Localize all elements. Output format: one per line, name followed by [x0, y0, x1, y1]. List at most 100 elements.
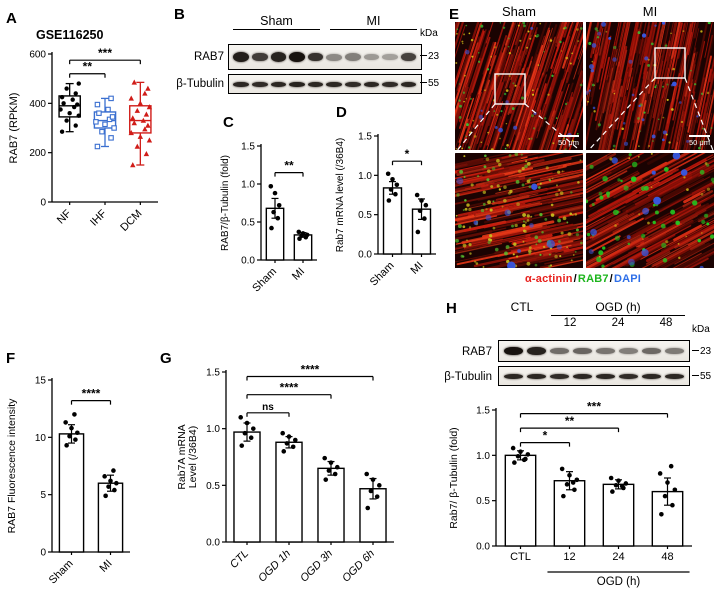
panel-C-label: C [223, 114, 234, 131]
panel-F: F 0 5 10 15 Sham MI RAB7 Fluorescence intensit… [2, 346, 142, 604]
blot-H-rab7-strip [498, 340, 690, 362]
if-col-title-sham: Sham [502, 4, 536, 19]
svg-text:MI: MI [408, 260, 425, 277]
blot-B-row-label-tubulin: β-Tubulin [176, 78, 224, 90]
blot-B-group-mi: MI [330, 14, 417, 30]
svg-text:CTL: CTL [228, 548, 251, 571]
svg-text:0.0: 0.0 [206, 538, 220, 549]
barchart-rab7-mrna: 0.0 0.5 1.0 1.5 Sham MI Rab7 mRNA level (/36B4… [334, 120, 442, 298]
svg-text:48: 48 [661, 551, 673, 563]
if-image-mi-zoom [586, 153, 714, 268]
barchart-rab7-tubulin-ogd: 0.0 0.5 1.0 1.5 CTL 12 24 48 Rab7/ β-Tubulin (fo… [448, 394, 704, 598]
svg-text:DCM: DCM [118, 208, 144, 234]
svg-text:1.5: 1.5 [358, 132, 372, 143]
svg-text:0.5: 0.5 [476, 496, 490, 507]
panel-A: A GSE116250 0 200 400 600 NF IHF DCM RAB7 (RPKM… [2, 6, 170, 248]
svg-text:*: * [405, 147, 410, 161]
kda-value: 23 [428, 51, 440, 62]
panel-G-label: G [160, 350, 172, 367]
legend-separator: / [573, 273, 577, 285]
blot-H-tubulin-strip [498, 366, 690, 386]
svg-text:1.0: 1.0 [206, 424, 220, 435]
svg-text:ns: ns [262, 402, 274, 413]
svg-text:24: 24 [612, 551, 624, 563]
svg-text:****: **** [280, 381, 299, 395]
kda-tick [420, 55, 427, 56]
svg-text:15: 15 [35, 376, 47, 387]
svg-text:Sham: Sham [368, 260, 397, 289]
legend-dapi: DAPI [613, 273, 642, 285]
blot-H-group-header: CTL OGD (h) [498, 300, 690, 316]
panel-B: B Sham MI kDa RAB7 23 β-Tubulin 55 [170, 2, 440, 110]
svg-text:*: * [543, 429, 548, 443]
svg-text:1.0: 1.0 [358, 171, 372, 182]
panel-G: G 0.0 0.5 1.0 1.5 CTL OGD 1h OGD 3h OGD 6h Rab7A… [148, 344, 410, 604]
svg-text:0: 0 [40, 198, 46, 209]
svg-text:0: 0 [40, 548, 46, 559]
panel-F-label: F [6, 350, 16, 367]
boxplot-rab7-rpkm: 0 200 400 600 NF IHF DCM RAB7 (RPKM) ** *** [8, 44, 166, 244]
svg-text:OGD 6h: OGD 6h [340, 548, 377, 585]
svg-text:1.5: 1.5 [476, 406, 490, 417]
barchart-rab7a-mrna-ogd: 0.0 0.5 1.0 1.5 CTL OGD 1h OGD 3h OGD 6h Rab7A m… [176, 356, 404, 600]
svg-text:400: 400 [29, 99, 46, 110]
timepoint-24: 24 [611, 317, 625, 329]
svg-text:0.0: 0.0 [358, 250, 372, 261]
blot-H-rab7-kda: 23 [692, 346, 711, 357]
legend-rab7: RAB7 [577, 273, 609, 285]
legend-alpha-actinin: α-actinin [524, 273, 573, 285]
panel-D-label: D [336, 104, 347, 121]
svg-text:OGD (h): OGD (h) [597, 576, 641, 588]
svg-text:Rab7A mRNA: Rab7A mRNA [176, 424, 188, 489]
svg-text:Level (/36B4): Level (/36B4) [187, 426, 199, 488]
svg-text:CTL: CTL [510, 551, 531, 563]
svg-text:200: 200 [29, 148, 46, 159]
svg-text:**: ** [83, 60, 93, 74]
blot-H-row-label-tubulin: β-Tubulin [444, 371, 492, 383]
svg-text:RAB7/β-Tubulin (fold): RAB7/β-Tubulin (fold) [220, 155, 231, 251]
kda-value: 55 [700, 371, 712, 382]
if-stain-legend: α-actinin/RAB7/DAPI [447, 273, 719, 285]
if-image-mi-overview: 50 μm [586, 22, 714, 150]
svg-text:**: ** [565, 414, 575, 428]
blot-B-rab7-strip [228, 44, 422, 70]
blot-B-kda-unit: kDa [420, 28, 438, 39]
svg-text:IHF: IHF [88, 207, 109, 228]
blot-B-rab7-kda: 23 [420, 51, 439, 62]
svg-text:1.5: 1.5 [241, 142, 255, 153]
svg-text:10: 10 [35, 433, 47, 444]
panel-E: E Sham MI 50 μm 50 μm α-actinin/RAB7/DAP… [447, 2, 719, 294]
if-col-title-mi: MI [642, 4, 658, 19]
panel-D: D 0.0 0.5 1.0 1.5 Sham MI Rab7 mRNA level (/36… [330, 102, 445, 302]
svg-text:***: *** [98, 46, 112, 60]
barchart-fluorescence-intensity: 0 5 10 15 Sham MI RAB7 Fluorescence intensity *… [6, 368, 138, 600]
svg-text:1.0: 1.0 [476, 451, 490, 462]
blot-H-ctl-label: CTL [510, 300, 534, 314]
svg-text:****: **** [82, 387, 101, 401]
blot-H-kda-unit: kDa [692, 324, 710, 335]
svg-text:MI: MI [290, 266, 307, 283]
svg-text:NF: NF [55, 207, 74, 226]
if-image-grid: 50 μm 50 μm [455, 22, 714, 268]
svg-text:0.0: 0.0 [241, 256, 255, 267]
blot-H-tubulin-kda: 55 [692, 371, 711, 382]
kda-value: 23 [700, 346, 712, 357]
svg-text:Sham: Sham [250, 266, 279, 295]
kda-tick [420, 82, 427, 83]
panel-B-label: B [174, 6, 185, 23]
blot-B-tubulin-strip [228, 74, 422, 94]
svg-text:1.5: 1.5 [206, 368, 220, 379]
dataset-title: GSE116250 [36, 28, 104, 42]
panel-A-label: A [6, 10, 17, 27]
svg-text:***: *** [587, 400, 601, 414]
svg-text:Rab7 mRNA level (/36B4): Rab7 mRNA level (/36B4) [335, 138, 346, 253]
legend-separator: / [609, 273, 613, 285]
panel-C: C 0.0 0.5 1.0 1.5 Sham MI RAB7/β-Tubulin (fold… [215, 112, 327, 304]
svg-text:RAB7 Fluorescence intensity: RAB7 Fluorescence intensity [6, 398, 18, 534]
barchart-rab7-tubulin-fold: 0.0 0.5 1.0 1.5 Sham MI RAB7/β-Tubulin (fold) *… [219, 130, 323, 300]
blot-B-tubulin-kda: 55 [420, 78, 439, 89]
svg-text:**: ** [284, 159, 294, 173]
scale-bar: 50 μm [689, 135, 710, 147]
svg-text:0.5: 0.5 [241, 218, 255, 229]
